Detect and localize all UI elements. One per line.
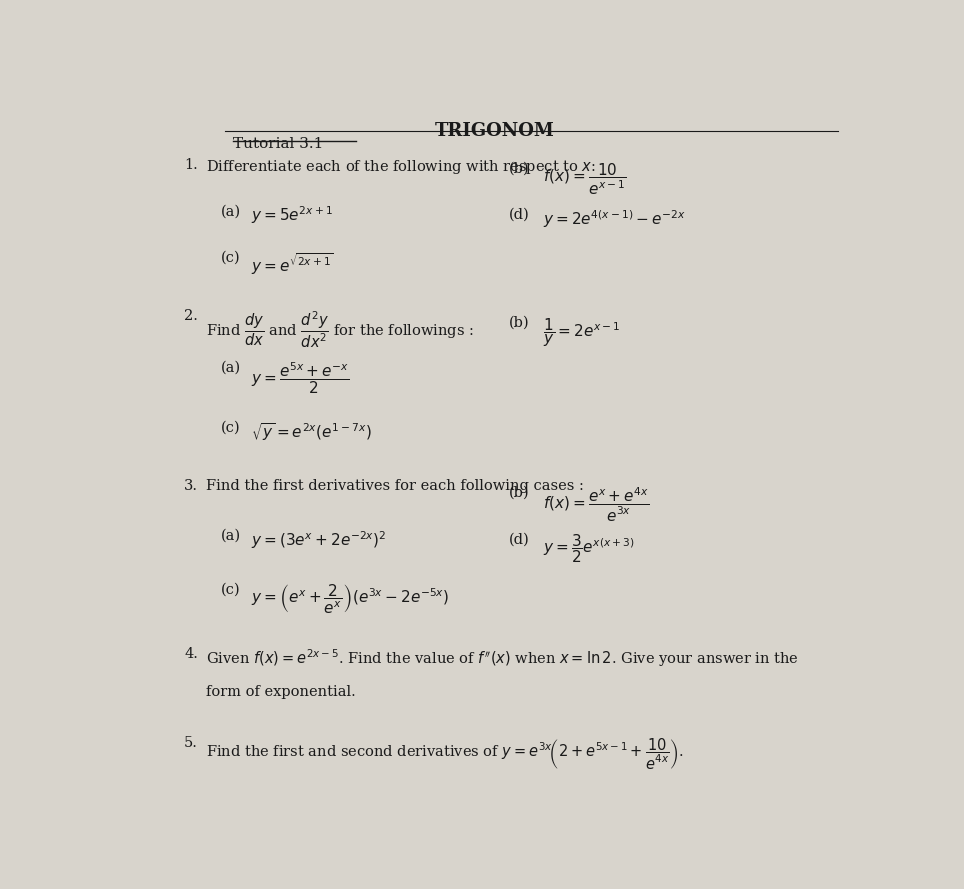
Text: $\sqrt{y} = e^{2x}\left(e^{1-7x}\right)$: $\sqrt{y} = e^{2x}\left(e^{1-7x}\right)$: [252, 420, 372, 443]
Text: Differentiate each of the following with respect to $x$:: Differentiate each of the following with…: [206, 158, 597, 176]
Text: Find the first derivatives for each following cases :: Find the first derivatives for each foll…: [206, 479, 584, 493]
Text: $y = \dfrac{3}{2}e^{x(x+3)}$: $y = \dfrac{3}{2}e^{x(x+3)}$: [543, 533, 634, 565]
Text: 5.: 5.: [184, 736, 198, 750]
Text: (b): (b): [509, 162, 529, 175]
Text: (c): (c): [222, 582, 241, 597]
Text: $y = 5e^{2x+1}$: $y = 5e^{2x+1}$: [252, 204, 334, 227]
Text: Tutorial 3.1: Tutorial 3.1: [232, 137, 323, 151]
Text: 2.: 2.: [184, 309, 198, 324]
Text: 4.: 4.: [184, 647, 198, 661]
Text: Find $\dfrac{dy}{dx}$ and $\dfrac{d^2y}{dx^2}$ for the followings :: Find $\dfrac{dy}{dx}$ and $\dfrac{d^2y}{…: [206, 309, 474, 350]
Text: $y = \left(3e^{x}+2e^{-2x}\right)^2$: $y = \left(3e^{x}+2e^{-2x}\right)^2$: [252, 529, 387, 550]
Text: form of exponential.: form of exponential.: [206, 685, 356, 699]
Text: $f(x) = \dfrac{e^{x}+e^{4x}}{e^{3x}}$: $f(x) = \dfrac{e^{x}+e^{4x}}{e^{3x}}$: [543, 486, 649, 525]
Text: (c): (c): [222, 251, 241, 265]
Text: (a): (a): [222, 204, 242, 219]
Text: (a): (a): [222, 529, 242, 543]
Text: (d): (d): [509, 208, 530, 222]
Text: (a): (a): [222, 361, 242, 374]
Text: (b): (b): [509, 486, 529, 500]
Text: $y = 2e^{4(x-1)} - e^{-2x}$: $y = 2e^{4(x-1)} - e^{-2x}$: [543, 208, 685, 229]
Text: TRIGONOM: TRIGONOM: [434, 122, 554, 140]
Text: Find the first and second derivatives of $y = e^{3x}\!\left(2+e^{5x-1}+\dfrac{10: Find the first and second derivatives of…: [206, 736, 684, 772]
Text: $y = e^{\sqrt{2x+1}}$: $y = e^{\sqrt{2x+1}}$: [252, 251, 334, 277]
Text: (d): (d): [509, 533, 530, 547]
Text: (c): (c): [222, 420, 241, 435]
Text: $y = \dfrac{e^{5x}+e^{-x}}{2}$: $y = \dfrac{e^{5x}+e^{-x}}{2}$: [252, 361, 350, 396]
Text: $f(x) = \dfrac{10}{e^{x-1}}$: $f(x) = \dfrac{10}{e^{x-1}}$: [543, 162, 627, 197]
Text: 3.: 3.: [184, 479, 198, 493]
Text: $\dfrac{1}{y} = 2e^{x-1}$: $\dfrac{1}{y} = 2e^{x-1}$: [543, 316, 620, 348]
Text: 1.: 1.: [184, 158, 198, 172]
Text: Given $f(x) = e^{2x-5}$. Find the value of $f''(x)$ when $x = \ln 2$. Give your : Given $f(x) = e^{2x-5}$. Find the value …: [206, 647, 799, 669]
Text: $y = \left(e^{x}+\dfrac{2}{e^{x}}\right)\left(e^{3x}-2e^{-5x}\right)$: $y = \left(e^{x}+\dfrac{2}{e^{x}}\right)…: [252, 582, 449, 616]
Text: (b): (b): [509, 316, 529, 330]
